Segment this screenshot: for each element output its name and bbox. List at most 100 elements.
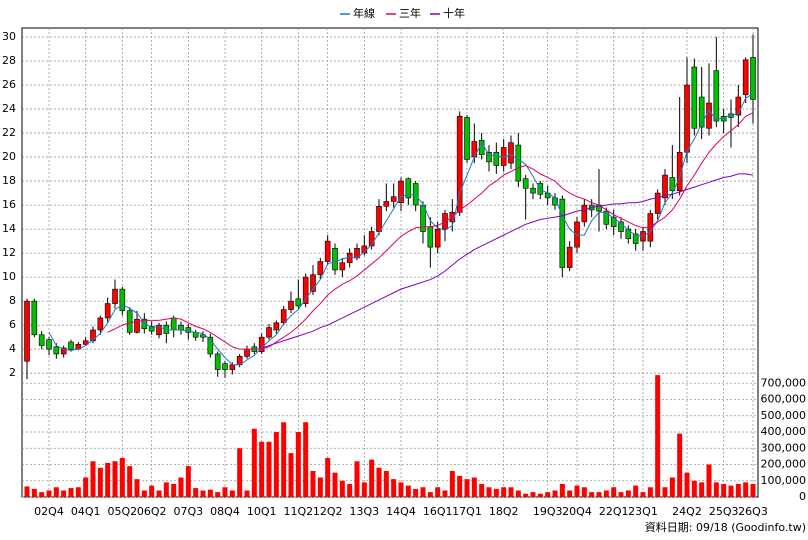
volume-bar <box>46 490 52 497</box>
volume-bar <box>413 488 419 497</box>
x-tick-label: 12Q2 <box>313 505 343 518</box>
candle-body <box>442 213 448 230</box>
candle-body <box>390 196 397 202</box>
volume-bar <box>662 487 668 497</box>
y-tick-label: 28 <box>2 54 16 67</box>
candle-body <box>126 310 133 333</box>
y-tick-label: 10 <box>2 270 16 283</box>
x-tick-label: 02Q4 <box>34 505 64 518</box>
legend-label: 年線 <box>353 6 375 20</box>
candle-body <box>632 233 639 244</box>
candle-body <box>24 300 30 362</box>
x-tick-label: 14Q4 <box>386 505 416 518</box>
volume-bar <box>347 484 353 497</box>
volume-bar <box>471 477 477 497</box>
x-tick-label: 08Q4 <box>210 505 240 518</box>
candle-body <box>302 276 309 304</box>
volume-bar <box>743 482 749 497</box>
candle-body <box>310 274 316 292</box>
volume-bar <box>721 484 727 497</box>
volume-bar <box>589 492 595 497</box>
volume-bar <box>611 487 617 497</box>
volume-bar <box>479 484 485 497</box>
candle-body <box>119 288 126 312</box>
ma-line <box>107 112 754 350</box>
candle-body <box>156 324 162 336</box>
candle-body <box>383 201 390 207</box>
candle-body <box>691 66 698 129</box>
volume-bar <box>537 493 543 497</box>
candle-body <box>735 96 742 116</box>
volume-bar <box>545 492 551 497</box>
volume-bar <box>640 492 646 497</box>
volume-bar <box>655 375 661 497</box>
volume-bar <box>493 488 499 497</box>
x-tick-label: 13Q3 <box>350 505 380 518</box>
candle-body <box>376 206 382 232</box>
candle-body <box>427 226 434 248</box>
volume-bar <box>193 488 199 497</box>
legend-label: 十年 <box>443 6 465 20</box>
volume-bar <box>559 484 565 497</box>
volume-bar <box>684 472 690 497</box>
candle-body <box>706 102 712 129</box>
candle-body <box>405 178 412 199</box>
y2-tick-label: 500,000 <box>761 409 807 422</box>
volume-bar <box>354 461 360 497</box>
volume-bar <box>68 488 74 497</box>
volume-bar <box>427 492 433 497</box>
candle-body <box>346 252 353 264</box>
volume-bar <box>405 485 411 497</box>
volume-bar <box>508 487 514 497</box>
volume-bar <box>97 467 103 497</box>
volume-bar <box>244 490 250 497</box>
candle-body <box>163 324 170 334</box>
volume-bar <box>647 487 653 497</box>
candle-body <box>214 353 221 370</box>
volume-bar <box>163 482 169 497</box>
candle-body <box>456 115 463 213</box>
y-tick-label: 12 <box>2 246 16 259</box>
candle-body <box>288 300 294 310</box>
y2-tick-label: 100,000 <box>761 474 807 487</box>
candle-body <box>625 228 632 240</box>
x-tick-label: 26Q3 <box>738 505 768 518</box>
x-tick-label: 04Q1 <box>71 505 101 518</box>
x-tick-label: 24Q2 <box>672 505 702 518</box>
x-tick-label: 19Q3 <box>533 505 563 518</box>
x-tick-label: 11Q2 <box>284 505 314 518</box>
volume-bar <box>31 488 37 497</box>
volume-bar <box>251 428 257 497</box>
volume-bar <box>288 453 294 497</box>
candle-body <box>222 363 228 370</box>
legend-label: 三年 <box>399 6 421 20</box>
candle-body <box>464 117 470 160</box>
volume-bar <box>486 487 492 497</box>
y2-tick-label: 600,000 <box>761 393 807 406</box>
y-tick-label: 2 <box>9 366 16 379</box>
volume-bar <box>713 482 719 497</box>
candle-body <box>566 246 573 268</box>
candle-body <box>185 327 192 333</box>
volume-bar <box>464 479 470 497</box>
x-tick-label: 18Q2 <box>489 505 519 518</box>
candle-body <box>412 183 419 206</box>
volume-bar <box>567 490 573 497</box>
volume-bar <box>90 461 96 497</box>
volume-bar <box>149 485 155 497</box>
volume-bar <box>171 484 177 497</box>
volume-bar <box>39 492 45 497</box>
volume-bar <box>706 464 712 497</box>
volume-bar <box>530 492 536 497</box>
candle-body <box>508 142 514 164</box>
candle-body <box>38 334 45 346</box>
candle-body <box>90 329 96 342</box>
candle-body <box>368 231 375 247</box>
volume-bar <box>156 490 162 497</box>
candle-body <box>669 177 676 191</box>
volume-bar <box>112 461 118 497</box>
x-tick-label: 07Q3 <box>174 505 204 518</box>
volume-bar <box>420 487 426 497</box>
volume-bar <box>398 482 404 497</box>
